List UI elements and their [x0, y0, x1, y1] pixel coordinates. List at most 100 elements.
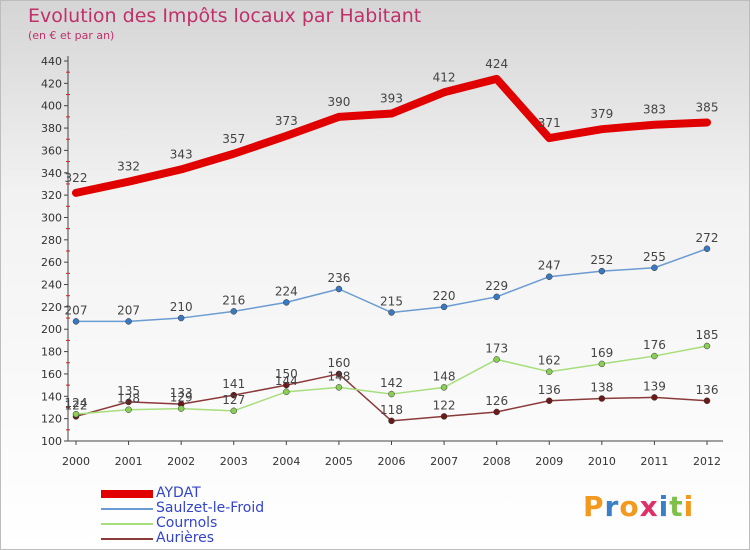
data-label: 185: [696, 328, 719, 342]
x-tick-label: 2004: [272, 455, 300, 468]
data-point: [493, 293, 500, 301]
y-tick-label: 280: [41, 234, 62, 247]
data-point: [335, 370, 343, 378]
logo-letter: P: [583, 490, 605, 523]
x-tick-label: 2001: [115, 455, 143, 468]
data-label: 122: [433, 398, 456, 412]
data-label: 215: [380, 294, 403, 308]
data-point: [283, 388, 290, 396]
y-tick-label: 420: [41, 77, 62, 90]
legend-label-aydat: AYDAT: [156, 485, 201, 501]
data-point: [388, 309, 395, 316]
x-tick-label: 2007: [430, 455, 458, 468]
data-point: [230, 407, 237, 415]
data-point: [598, 360, 606, 368]
y-tick-label: 320: [41, 189, 62, 202]
data-label: 148: [433, 369, 456, 383]
data-label: 148: [327, 369, 350, 383]
data-point: [440, 303, 448, 311]
series-line-0: [72, 74, 711, 197]
data-label: 220: [433, 289, 456, 303]
y-tick-label: 160: [41, 368, 62, 381]
y-tick-label: 260: [41, 256, 62, 269]
x-tick-label: 2008: [483, 455, 511, 468]
data-point: [125, 406, 132, 413]
data-label: 118: [380, 403, 403, 417]
proxiti-logo: Proxiti: [583, 490, 694, 523]
chart-title: Evolution des Impôts locaux par Habitant: [28, 5, 422, 27]
chart-subtitle: (en € et par an): [28, 29, 115, 42]
data-label: 216: [222, 293, 245, 307]
logo-letter: o: [619, 490, 640, 523]
x-tick-label: 2012: [693, 455, 721, 468]
data-label: 141: [222, 377, 245, 391]
data-point: [651, 264, 658, 272]
data-label: 373: [275, 114, 298, 128]
data-label: 379: [590, 107, 613, 121]
legend-swatch-aurieres: [101, 538, 153, 540]
x-tick-label: 2002: [167, 455, 195, 468]
data-label: 371: [538, 116, 561, 130]
data-point: [177, 405, 185, 412]
data-point: [546, 273, 553, 280]
data-point: [546, 368, 553, 375]
data-point: [651, 394, 658, 401]
data-label: 128: [117, 392, 140, 406]
data-point: [230, 308, 237, 315]
data-point: [493, 408, 500, 416]
data-label: 210: [170, 300, 193, 314]
data-label: 129: [170, 391, 193, 405]
data-label: 173: [485, 341, 508, 355]
data-point: [598, 267, 606, 275]
data-label: 136: [696, 383, 719, 397]
x-tick-label: 2010: [588, 455, 616, 468]
data-label: 135: [117, 384, 140, 398]
logo-letter: i: [658, 490, 670, 523]
y-tick-label: 120: [41, 413, 62, 426]
y-tick-label: 140: [41, 390, 62, 403]
data-label: 393: [380, 92, 403, 106]
data-label: 160: [327, 356, 350, 370]
data-label: 229: [485, 279, 508, 293]
data-label: 139: [643, 379, 666, 393]
data-label: 343: [170, 147, 193, 161]
logo-letter: r: [604, 490, 620, 523]
y-tick-label: 180: [41, 346, 62, 359]
data-point: [283, 381, 290, 389]
y-tick-label: 200: [41, 323, 62, 336]
data-label: 207: [117, 303, 140, 317]
y-tick-label: 240: [41, 279, 62, 292]
data-point: [703, 342, 711, 350]
data-point: [598, 395, 606, 402]
data-point: [388, 390, 395, 398]
y-tick-label: 340: [41, 167, 62, 180]
data-label: 162: [538, 354, 561, 368]
data-point: [493, 356, 500, 363]
data-label: 138: [590, 381, 613, 395]
data-point: [388, 417, 395, 425]
data-point: [703, 397, 711, 405]
data-label: 124: [65, 396, 88, 410]
legend-label-saulzet: Saulzet-le-Froid: [156, 500, 265, 516]
data-label: 169: [590, 346, 613, 360]
data-label: 150: [275, 367, 298, 381]
y-tick-label: 100: [41, 435, 62, 448]
legend-label-aurieres: Aurières: [156, 530, 215, 546]
logo-letter: i: [683, 490, 695, 523]
data-point: [546, 397, 553, 405]
x-tick-label: 2003: [220, 455, 248, 468]
legend-label-cournols: Cournols: [156, 515, 218, 531]
data-label: 412: [433, 70, 456, 84]
y-tick-label: 440: [41, 55, 62, 68]
data-label: 127: [222, 393, 245, 407]
data-label: 255: [643, 250, 666, 264]
data-label: 322: [65, 171, 88, 185]
legend-swatch-saulzet: [101, 508, 153, 510]
data-label: 383: [643, 103, 666, 117]
data-point: [125, 318, 132, 325]
logo-letter: x: [639, 490, 659, 523]
y-tick-label: 380: [41, 122, 62, 135]
data-label: 247: [538, 259, 561, 273]
